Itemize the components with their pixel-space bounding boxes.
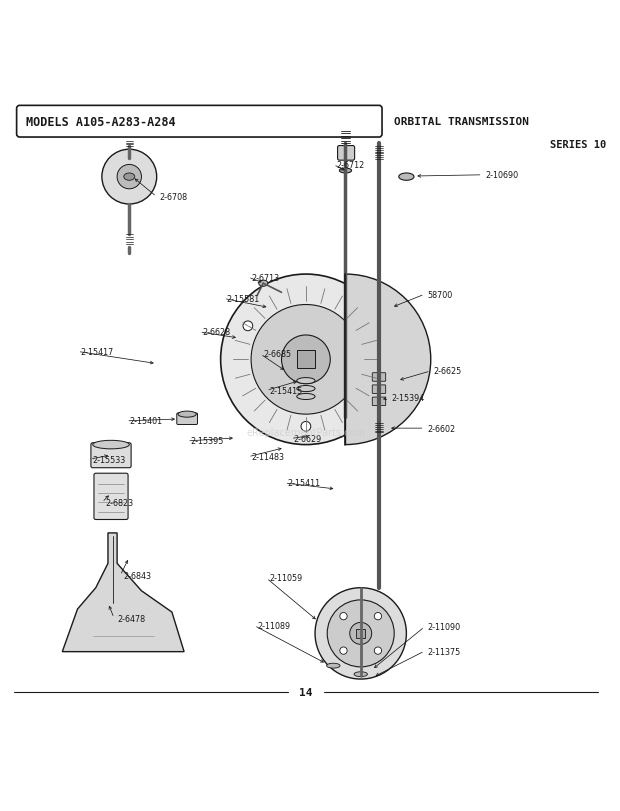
Circle shape [350,623,371,645]
Text: 2-6629: 2-6629 [294,435,322,444]
Wedge shape [345,275,431,445]
Text: 2-15415: 2-15415 [269,386,303,396]
Text: 2-15395: 2-15395 [190,437,224,446]
FancyBboxPatch shape [372,397,386,406]
Text: 2-15417: 2-15417 [81,347,114,357]
Text: 58700: 58700 [428,290,453,299]
FancyBboxPatch shape [372,373,386,382]
Text: 2-6823: 2-6823 [105,498,133,508]
Text: 2-11090: 2-11090 [428,622,461,632]
Circle shape [340,613,347,620]
Text: 2-15394: 2-15394 [391,393,425,403]
Text: 2-11375: 2-11375 [428,646,461,656]
FancyBboxPatch shape [356,629,365,638]
Text: 2-6628: 2-6628 [202,328,231,337]
Ellipse shape [93,441,130,449]
Ellipse shape [399,174,414,181]
Circle shape [243,321,253,331]
Text: 14: 14 [299,688,312,697]
Circle shape [340,647,347,654]
Text: ORBITAL TRANSMISSION: ORBITAL TRANSMISSION [394,117,529,127]
Ellipse shape [327,663,340,668]
Circle shape [221,275,391,445]
Text: 2-6843: 2-6843 [123,571,151,581]
Text: 2-6685: 2-6685 [264,350,291,359]
Ellipse shape [354,672,368,677]
Text: 2-11089: 2-11089 [257,621,290,630]
Ellipse shape [297,386,315,392]
Text: 2-11483: 2-11483 [251,453,284,461]
Text: 2-11059: 2-11059 [269,573,303,583]
Circle shape [374,647,381,654]
Circle shape [374,613,381,620]
Text: 2-6713: 2-6713 [251,273,279,282]
Text: SERIES 10: SERIES 10 [549,139,606,150]
Text: 2-6712: 2-6712 [337,161,365,169]
Text: 2-6625: 2-6625 [434,367,462,376]
Polygon shape [62,534,184,652]
Ellipse shape [124,174,135,181]
Text: 2-10690: 2-10690 [485,171,519,180]
Text: 2-15401: 2-15401 [130,417,162,426]
FancyBboxPatch shape [297,350,315,369]
Text: 2-6708: 2-6708 [160,193,188,202]
Circle shape [359,321,369,331]
Circle shape [117,165,141,190]
FancyBboxPatch shape [337,146,355,161]
FancyBboxPatch shape [91,444,131,468]
Text: 2-15533: 2-15533 [93,455,126,464]
Circle shape [301,422,311,431]
Circle shape [315,588,406,680]
Ellipse shape [297,394,315,400]
Ellipse shape [259,281,268,287]
Circle shape [251,305,361,414]
Text: eReplacementParts.com: eReplacementParts.com [247,428,365,438]
Circle shape [327,600,394,667]
FancyBboxPatch shape [177,414,198,425]
FancyBboxPatch shape [94,474,128,520]
Ellipse shape [339,169,352,174]
Text: 2-15581: 2-15581 [227,294,260,303]
Text: MODELS A105-A283-A284: MODELS A105-A283-A284 [26,115,175,128]
Ellipse shape [297,378,315,384]
FancyBboxPatch shape [17,106,382,138]
Circle shape [281,336,330,384]
Text: 2-6478: 2-6478 [117,614,145,623]
Ellipse shape [178,412,197,418]
Text: 2-6602: 2-6602 [428,424,456,433]
FancyBboxPatch shape [372,385,386,394]
Circle shape [102,150,157,204]
Text: 2-15411: 2-15411 [288,478,321,488]
